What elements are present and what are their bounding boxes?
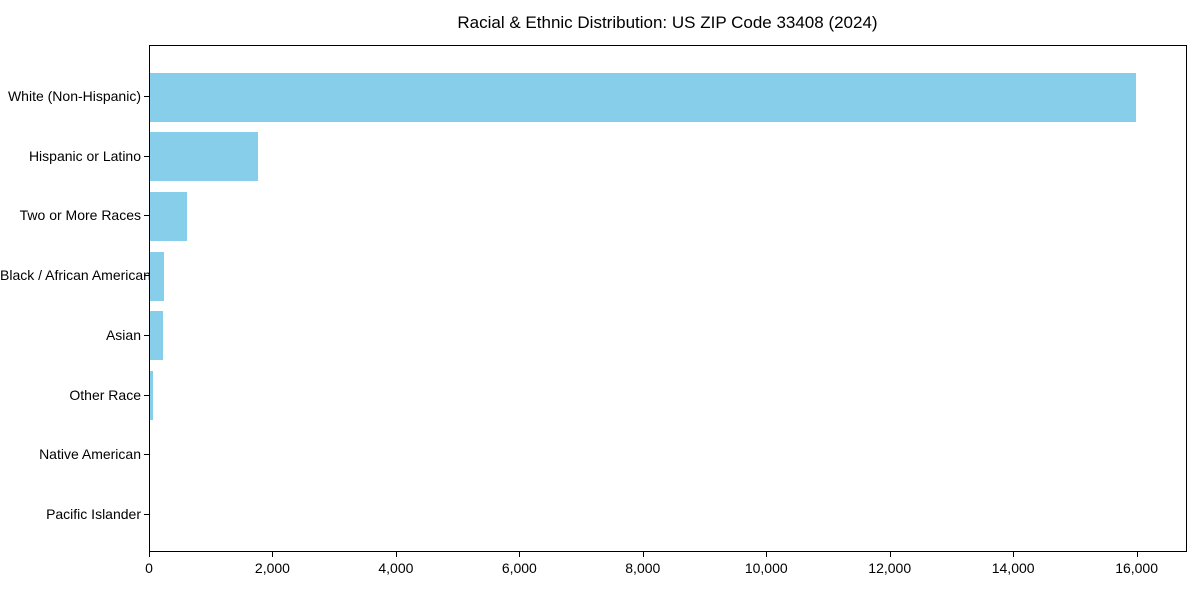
x-tick-mark <box>395 552 397 557</box>
bar <box>150 371 153 421</box>
x-tick-mark <box>149 552 150 557</box>
bar <box>150 191 188 241</box>
y-axis-label: Hispanic or Latino <box>28 147 141 164</box>
y-tick-mark <box>144 513 149 515</box>
x-tick-mark <box>642 552 644 557</box>
x-axis-tick-label: 2,000 <box>254 560 290 576</box>
bar <box>150 72 1137 122</box>
x-tick-mark <box>1013 552 1015 557</box>
y-axis-label: Black / African American <box>0 267 151 284</box>
y-axis-label: Asian <box>105 326 141 343</box>
y-axis-label: Two or More Races <box>19 207 141 224</box>
y-tick-mark <box>144 215 149 217</box>
bar <box>150 311 163 361</box>
x-axis-tick-label: 4,000 <box>378 560 414 576</box>
x-tick-mark <box>889 552 891 557</box>
y-tick-mark <box>144 96 149 97</box>
x-tick-mark <box>766 552 768 557</box>
x-axis-tick-label: 6,000 <box>501 560 537 576</box>
plot-area <box>149 45 1187 552</box>
bar <box>150 132 259 182</box>
x-axis-tick-label: 12,000 <box>868 560 912 576</box>
chart-title: Racial & Ethnic Distribution: US ZIP Cod… <box>457 13 878 32</box>
bar <box>150 251 164 301</box>
x-tick-mark <box>519 552 521 557</box>
x-axis-tick-label: 0 <box>145 560 153 576</box>
y-tick-mark <box>144 454 149 456</box>
x-tick-mark <box>272 552 274 557</box>
x-axis-tick-label: 10,000 <box>744 560 788 576</box>
y-tick-mark <box>144 155 149 157</box>
y-axis-label: Other Race <box>69 386 141 403</box>
y-axis-label: Pacific Islander <box>46 505 141 522</box>
x-axis-tick-label: 8,000 <box>625 560 661 576</box>
x-axis-tick-label: 14,000 <box>991 560 1035 576</box>
y-tick-mark <box>144 275 149 277</box>
y-axis-label: Native American <box>39 446 141 463</box>
y-tick-mark <box>144 394 149 396</box>
x-tick-mark <box>1136 552 1138 557</box>
y-tick-mark <box>144 334 149 336</box>
x-axis-tick-label: 16,000 <box>1115 560 1159 576</box>
y-axis-label: White (Non-Hispanic) <box>7 88 141 104</box>
